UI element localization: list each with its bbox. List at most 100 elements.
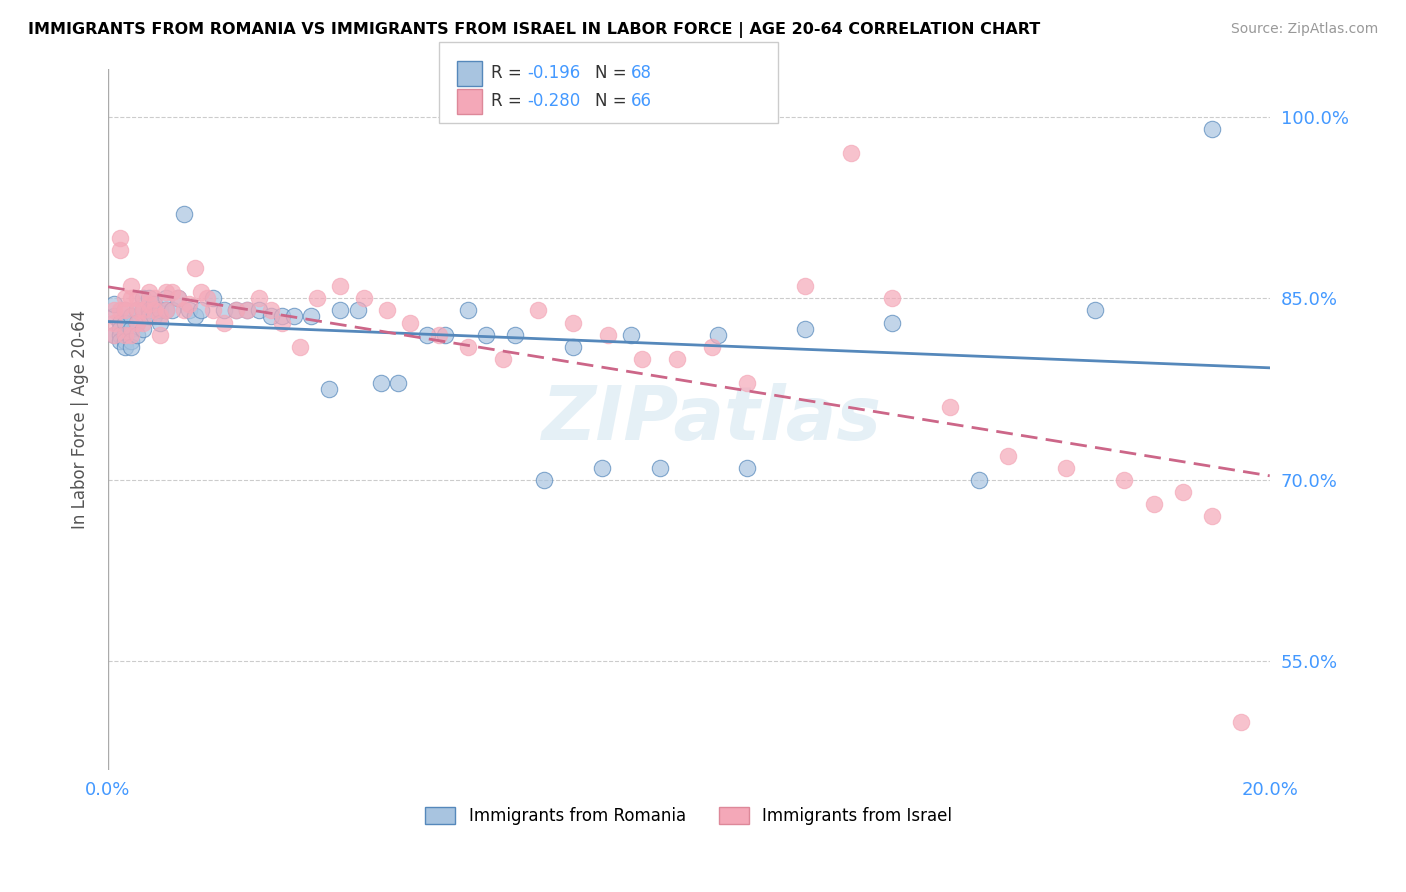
Point	[533, 473, 555, 487]
Point	[503, 327, 526, 342]
Point	[620, 327, 643, 342]
Text: -0.196: -0.196	[527, 64, 581, 82]
Point	[794, 321, 817, 335]
Point	[114, 327, 136, 342]
Point	[492, 351, 515, 366]
Point	[190, 285, 212, 300]
Point	[735, 376, 758, 390]
Text: -0.280: -0.280	[527, 93, 581, 111]
Point	[648, 460, 671, 475]
Point	[143, 297, 166, 311]
Point	[375, 303, 398, 318]
Point	[794, 279, 817, 293]
Point	[457, 303, 479, 318]
Point	[138, 297, 160, 311]
Point	[149, 303, 172, 318]
Point	[236, 303, 259, 318]
Point	[155, 303, 177, 318]
Point	[114, 340, 136, 354]
Text: R =: R =	[491, 64, 527, 82]
Point	[120, 310, 142, 324]
Point	[882, 316, 904, 330]
Point	[114, 303, 136, 318]
Point	[882, 291, 904, 305]
Point	[132, 321, 155, 335]
Point	[149, 310, 172, 324]
Point	[120, 291, 142, 305]
Point	[1201, 508, 1223, 523]
Point	[591, 460, 613, 475]
Point	[329, 303, 352, 318]
Point	[247, 291, 270, 305]
Point	[346, 303, 368, 318]
Point	[108, 334, 131, 348]
Text: Source: ZipAtlas.com: Source: ZipAtlas.com	[1230, 22, 1378, 37]
Point	[271, 316, 294, 330]
Point	[103, 297, 125, 311]
Point	[114, 316, 136, 330]
Point	[103, 327, 125, 342]
Point	[108, 321, 131, 335]
Point	[596, 327, 619, 342]
Point	[179, 297, 201, 311]
Point	[114, 303, 136, 318]
Point	[399, 316, 422, 330]
Point	[247, 303, 270, 318]
Point	[370, 376, 392, 390]
Point	[125, 303, 148, 318]
Point	[427, 327, 450, 342]
Point	[103, 310, 125, 324]
Point	[108, 303, 131, 318]
Point	[561, 316, 583, 330]
Point	[1229, 714, 1251, 729]
Point	[103, 316, 125, 330]
Point	[997, 449, 1019, 463]
Point	[225, 303, 247, 318]
Point	[288, 340, 311, 354]
Point	[120, 279, 142, 293]
Text: 66: 66	[631, 93, 652, 111]
Point	[132, 303, 155, 318]
Point	[138, 285, 160, 300]
Text: 68: 68	[631, 64, 652, 82]
Point	[307, 291, 329, 305]
Point	[236, 303, 259, 318]
Point	[700, 340, 723, 354]
Point	[120, 327, 142, 342]
Point	[201, 303, 224, 318]
Point	[184, 310, 207, 324]
Text: N =: N =	[595, 64, 631, 82]
Point	[138, 310, 160, 324]
Point	[103, 303, 125, 318]
Text: N =: N =	[595, 93, 631, 111]
Point	[173, 303, 195, 318]
Point	[841, 146, 863, 161]
Point	[1084, 303, 1107, 318]
Point	[527, 303, 550, 318]
Point	[631, 351, 654, 366]
Point	[155, 303, 177, 318]
Point	[474, 327, 496, 342]
Point	[190, 303, 212, 318]
Point	[143, 310, 166, 324]
Point	[179, 303, 201, 318]
Point	[120, 340, 142, 354]
Point	[120, 334, 142, 348]
Point	[108, 243, 131, 257]
Point	[149, 316, 172, 330]
Point	[108, 316, 131, 330]
Point	[149, 327, 172, 342]
Point	[120, 321, 142, 335]
Point	[1171, 484, 1194, 499]
Point	[1054, 460, 1077, 475]
Point	[969, 473, 991, 487]
Point	[155, 291, 177, 305]
Point	[114, 291, 136, 305]
Point	[201, 291, 224, 305]
Point	[329, 279, 352, 293]
Text: R =: R =	[491, 93, 527, 111]
Point	[666, 351, 689, 366]
Point	[108, 231, 131, 245]
Point	[184, 261, 207, 276]
Point	[387, 376, 409, 390]
